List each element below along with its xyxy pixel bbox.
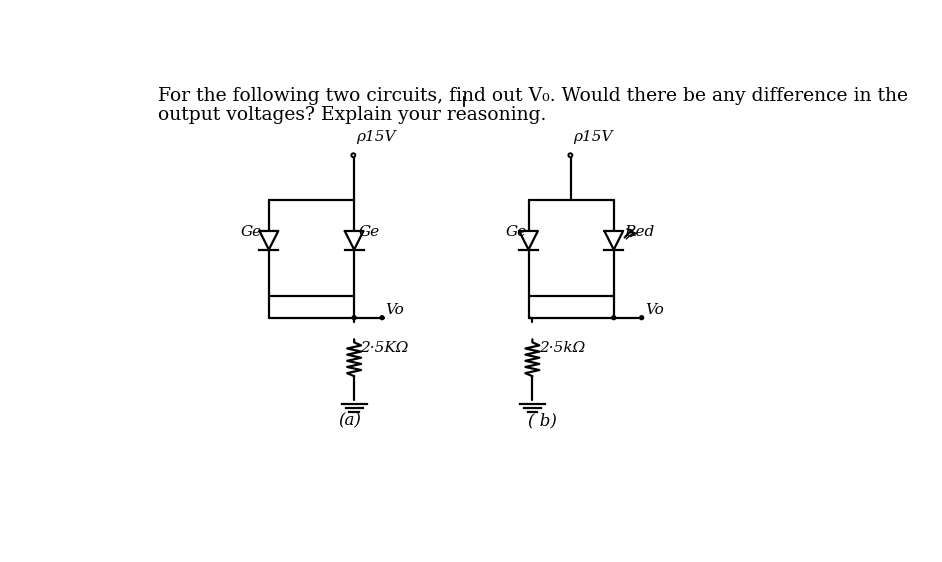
Circle shape <box>380 316 384 320</box>
Circle shape <box>611 316 616 320</box>
Text: 2·5KΩ: 2·5KΩ <box>361 341 409 355</box>
Text: ρ15V: ρ15V <box>573 130 612 143</box>
Text: Ge: Ge <box>359 225 380 239</box>
Text: 2·5kΩ: 2·5kΩ <box>539 341 585 355</box>
Text: Vo: Vo <box>385 303 404 317</box>
Text: output voltages? Explain your reasoning.: output voltages? Explain your reasoning. <box>158 106 546 124</box>
Text: Vo: Vo <box>644 303 663 317</box>
Text: Red: Red <box>625 225 655 239</box>
Circle shape <box>352 316 356 320</box>
Circle shape <box>640 316 643 320</box>
Text: ( b): ( b) <box>528 413 558 429</box>
Text: For the following two circuits, find out V₀. Would there be any difference in th: For the following two circuits, find out… <box>158 88 908 106</box>
Text: Ge: Ge <box>505 225 527 239</box>
Text: (a): (a) <box>338 413 362 429</box>
Text: Ge: Ge <box>241 225 262 239</box>
Text: ρ15V: ρ15V <box>356 130 396 143</box>
